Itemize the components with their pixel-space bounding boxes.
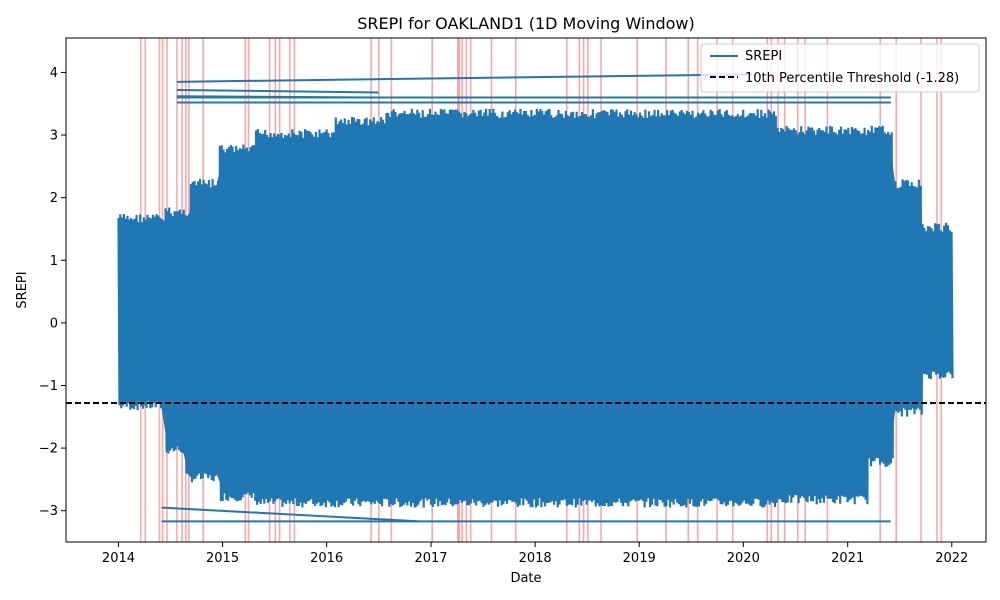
legend-box	[700, 43, 980, 93]
chart-title: SREPI for OAKLAND1 (1D Moving Window)	[357, 14, 695, 33]
x-tick-label: 2018	[519, 551, 552, 566]
plot-area	[66, 38, 986, 542]
y-axis: −3 −2 −1 0 1 2 3 4	[39, 66, 66, 519]
y-tick-label: 0	[50, 316, 58, 331]
x-axis-label: Date	[510, 571, 541, 586]
legend-threshold-label: 10th Percentile Threshold (-1.28)	[745, 71, 959, 86]
y-tick-label: −3	[39, 504, 58, 519]
y-axis-label: SREPI	[15, 271, 30, 308]
x-axis: 2014 2015 2016 2017 2018 2019 2020 2021 2022	[102, 542, 968, 566]
x-tick-label: 2014	[102, 551, 135, 566]
y-tick-label: −1	[39, 379, 58, 394]
legend: SREPI 10th Percentile Threshold (-1.28)	[700, 43, 980, 93]
y-tick-label: −2	[39, 442, 58, 457]
srepi-wrap-segment	[176, 73, 753, 83]
legend-srepi-label: SREPI	[745, 49, 782, 64]
srepi-wrap-segment	[176, 88, 379, 94]
y-tick-label: 3	[50, 129, 58, 144]
x-tick-label: 2017	[414, 551, 447, 566]
x-tick-label: 2021	[831, 551, 864, 566]
srepi-series-body	[118, 120, 952, 497]
y-tick-label: 4	[50, 66, 58, 81]
srepi-wrap-segment	[161, 506, 420, 523]
y-tick-label: 2	[50, 191, 58, 206]
x-tick-label: 2019	[623, 551, 656, 566]
plot-frame	[65, 37, 987, 543]
x-tick-label: 2016	[310, 551, 343, 566]
x-tick-label: 2022	[935, 551, 968, 566]
x-tick-label: 2020	[727, 551, 760, 566]
x-tick-label: 2015	[206, 551, 239, 566]
y-tick-label: 1	[50, 254, 58, 269]
